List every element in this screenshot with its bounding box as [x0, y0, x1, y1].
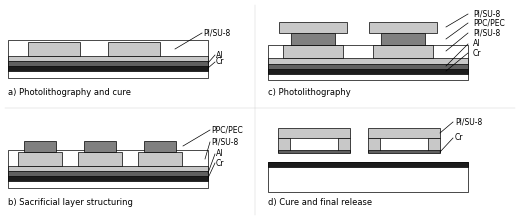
- Bar: [368, 128, 440, 138]
- Bar: [291, 33, 335, 45]
- Bar: [24, 141, 56, 152]
- Text: PI/SU-8: PI/SU-8: [211, 138, 238, 147]
- Bar: [278, 150, 350, 153]
- Bar: [369, 22, 437, 33]
- Bar: [138, 152, 182, 166]
- Text: PPC/PEC: PPC/PEC: [473, 18, 505, 28]
- Bar: [428, 138, 440, 152]
- Bar: [8, 56, 208, 61]
- Bar: [8, 61, 208, 66]
- Text: Al: Al: [216, 51, 224, 59]
- Text: Cr: Cr: [455, 134, 463, 143]
- Bar: [373, 45, 433, 58]
- Bar: [381, 33, 425, 45]
- Text: PI/SU-8: PI/SU-8: [455, 117, 482, 126]
- Bar: [78, 152, 122, 166]
- Bar: [283, 45, 343, 58]
- Bar: [368, 138, 380, 152]
- Bar: [268, 162, 468, 167]
- Text: PI/SU-8: PI/SU-8: [473, 29, 500, 37]
- Bar: [28, 42, 80, 56]
- Text: Al: Al: [473, 40, 480, 48]
- Text: Cr: Cr: [216, 158, 225, 167]
- Text: Al: Al: [216, 150, 224, 158]
- Bar: [338, 138, 350, 152]
- Text: c) Photolithography: c) Photolithography: [268, 88, 351, 97]
- Text: PPC/PEC: PPC/PEC: [211, 125, 243, 134]
- Bar: [278, 128, 350, 138]
- Text: PI/SU-8: PI/SU-8: [473, 9, 500, 18]
- Bar: [268, 162, 468, 192]
- Bar: [8, 176, 208, 181]
- Bar: [18, 152, 62, 166]
- Bar: [8, 40, 208, 78]
- Text: d) Cure and final release: d) Cure and final release: [268, 198, 372, 207]
- Bar: [268, 69, 468, 74]
- Bar: [8, 166, 208, 171]
- Text: b) Sacrificial layer structuring: b) Sacrificial layer structuring: [8, 198, 133, 207]
- Text: a) Photolithography and cure: a) Photolithography and cure: [8, 88, 131, 97]
- Bar: [268, 58, 468, 64]
- Text: Cr: Cr: [473, 48, 482, 57]
- Bar: [268, 45, 468, 80]
- Bar: [8, 150, 208, 188]
- Bar: [8, 171, 208, 176]
- Text: PI/SU-8: PI/SU-8: [203, 29, 230, 37]
- Bar: [278, 138, 290, 152]
- Bar: [279, 22, 347, 33]
- Bar: [8, 66, 208, 71]
- Bar: [368, 150, 440, 153]
- Bar: [268, 64, 468, 69]
- Bar: [144, 141, 176, 152]
- Text: Cr: Cr: [216, 57, 225, 66]
- Bar: [108, 42, 160, 56]
- Bar: [84, 141, 116, 152]
